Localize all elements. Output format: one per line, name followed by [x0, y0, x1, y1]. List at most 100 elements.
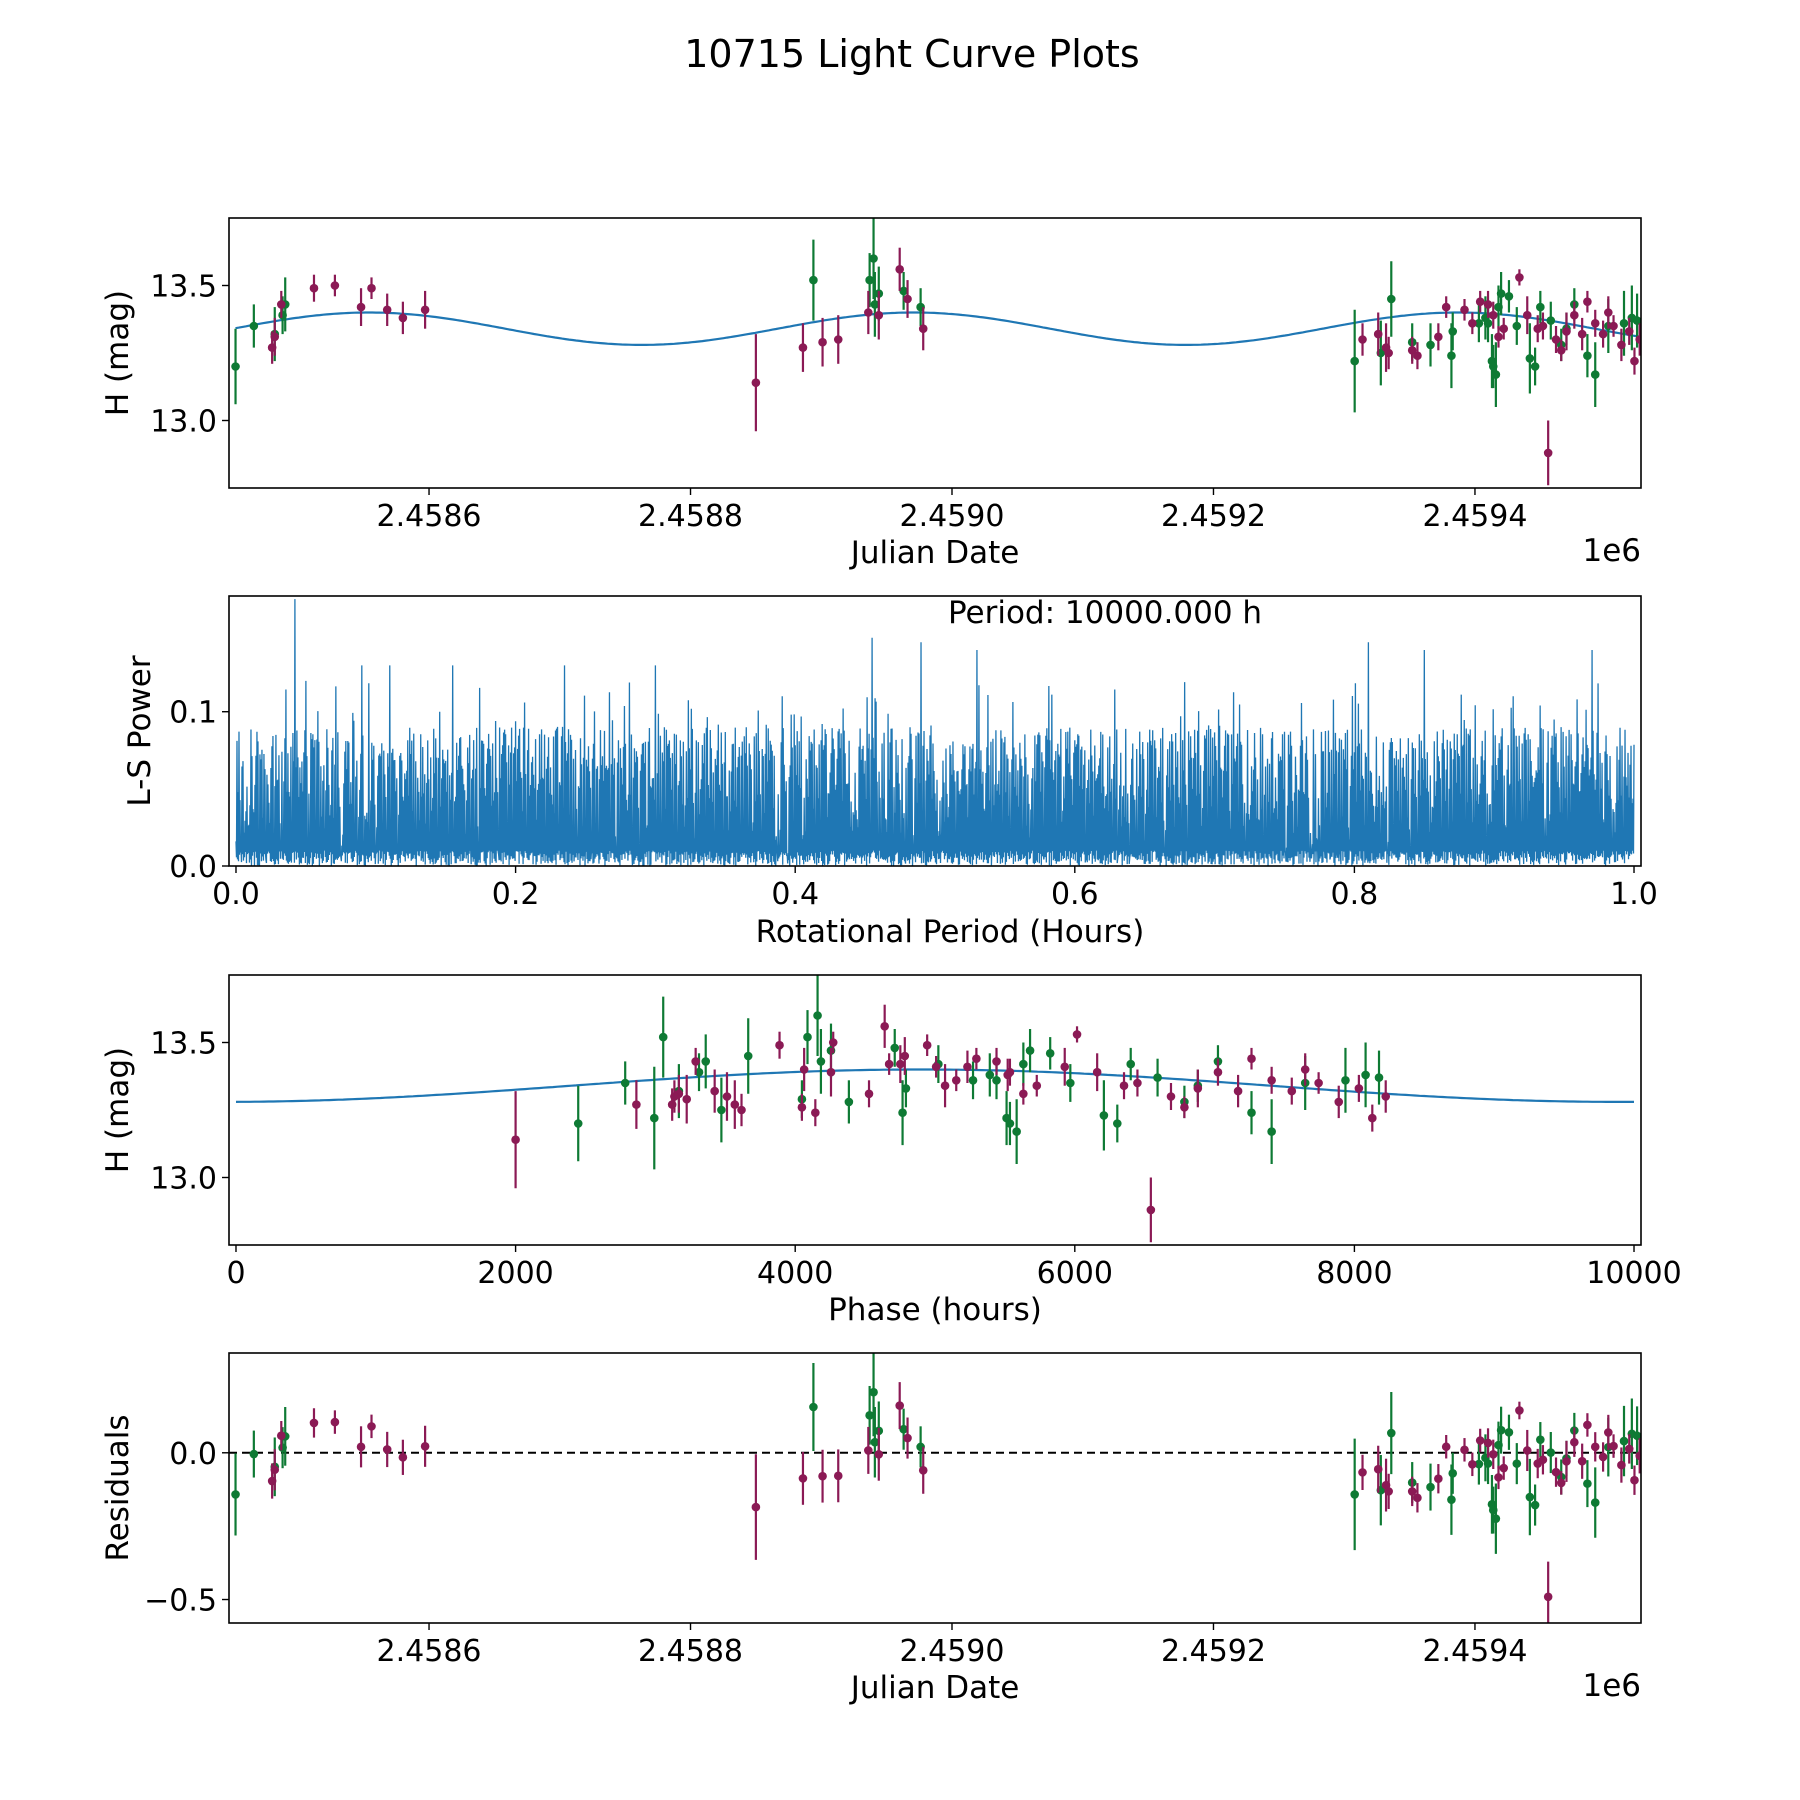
purple-band-point [1635, 335, 1641, 344]
green-band-phased-point [1012, 1127, 1021, 1136]
green-band-point [1536, 302, 1545, 312]
x-tick-label: 4000 [757, 1256, 833, 1291]
x-tick-label: 2.4586 [377, 499, 482, 534]
periodogram-panel: 0.0 0.2 0.4 0.6 0.8 1.0 0.0 0.1 Period: 10000.0… [122, 595, 1658, 950]
purple-band-phased-point [632, 1100, 641, 1109]
green-band-residual-point [1512, 1459, 1522, 1468]
purple-band-residual-point [1468, 1460, 1477, 1469]
periodogram-marks [235, 599, 1635, 866]
purple-band-phased-point [691, 1057, 700, 1066]
purple-band-point [356, 302, 366, 312]
green-band-phased-point [743, 1051, 753, 1061]
green-band-point [1530, 362, 1540, 371]
purple-band-point [751, 378, 761, 388]
purple-band-phased-point [811, 1108, 820, 1117]
x-tick-label: 1.0 [1610, 877, 1658, 912]
green-band-point [1426, 340, 1435, 350]
green-band-point [1512, 321, 1522, 331]
purple-band-point [1483, 300, 1493, 309]
green-band-phased-point [1341, 1076, 1350, 1085]
green-band-point [1590, 370, 1600, 379]
green-band-point [865, 275, 874, 285]
purple-band-residual-point [1407, 1487, 1417, 1496]
purple-band-residual-point [1570, 1437, 1579, 1447]
purple-band-phased-point [884, 1059, 894, 1069]
phased-axes: 0 2000 4000 6000 8000 10000 13.0 13.5 [150, 1027, 1682, 1292]
phased-xlabel: Phase (hours) [828, 1292, 1042, 1328]
green-band-point [1447, 351, 1456, 361]
purple-band-phased-point [1247, 1054, 1256, 1063]
green-band-residual-point [1496, 1425, 1506, 1435]
purple-band-residual-point [330, 1417, 340, 1427]
purple-band-phased-point [992, 1057, 1001, 1066]
green-band-residual-point [1474, 1459, 1484, 1469]
green-band-residual-point [870, 1437, 880, 1447]
purple-band-phased-point [797, 1103, 807, 1112]
purple-band-point [874, 310, 884, 320]
green-band-residual-point [1583, 1479, 1592, 1488]
green-band-residual-point [1447, 1495, 1456, 1504]
purple-band-residual-point [1604, 1428, 1613, 1437]
green-band-residual-point [1590, 1498, 1600, 1507]
x-tick-label: 2.4586 [377, 1634, 482, 1669]
purple-band-phased-point [1146, 1205, 1156, 1215]
purple-band-residual-point [1441, 1442, 1451, 1452]
purple-band-phased-point [737, 1105, 746, 1115]
purple-band-phased-point [1267, 1076, 1276, 1085]
y-tick-label: −0.5 [144, 1584, 217, 1619]
periodogram-ylabel: L-S Power [122, 655, 158, 806]
x-tick-label: 2.4590 [900, 1634, 1005, 1669]
purple-band-point [918, 324, 928, 334]
green-band-point [1583, 351, 1592, 361]
purple-band-residual-point [1598, 1452, 1608, 1462]
green-band-point [869, 254, 878, 263]
lightcurve-ylabel: H (mag) [100, 290, 136, 416]
green-band-residual-point [1619, 1436, 1629, 1446]
green-band-residual-point [1525, 1492, 1535, 1502]
phased-panel: 0 2000 4000 6000 8000 10000 13.0 13.5 Phase (ho… [100, 974, 1682, 1328]
green-band-phased-point [813, 1011, 822, 1020]
purple-band-phased-point [972, 1054, 981, 1063]
purple-band-phased-point [922, 1040, 932, 1050]
purple-band-point [1562, 327, 1571, 336]
purple-band-phased-point [1233, 1086, 1243, 1096]
purple-band-phased-point [1287, 1086, 1297, 1096]
green-band-phased-point [717, 1105, 726, 1115]
purple-band-point [864, 308, 873, 317]
green-band-phased-point [573, 1119, 583, 1128]
purple-band-phased-point [799, 1065, 809, 1074]
purple-band-phased-point [1060, 1062, 1070, 1072]
purple-band-phased-point [900, 1051, 910, 1061]
green-band-residual-point [1448, 1468, 1458, 1478]
green-band-point [1491, 370, 1501, 379]
purple-band-point [1551, 335, 1561, 344]
purple-band-residual-point [1609, 1441, 1618, 1451]
green-band-residual-point [869, 1387, 878, 1397]
x-tick-label: 2.4592 [1161, 499, 1266, 534]
purple-band-phased-point [951, 1076, 961, 1085]
purple-band-phased-point [1119, 1081, 1129, 1090]
purple-band-point [1604, 308, 1613, 317]
green-band-point [1483, 319, 1493, 328]
purple-band-point [1515, 273, 1524, 282]
green-band-phased-point [1066, 1078, 1075, 1088]
purple-band-phased-point [1005, 1067, 1015, 1077]
purple-band-point [1373, 329, 1383, 339]
purple-band-point [1407, 346, 1417, 355]
purple-band-point [1583, 297, 1592, 307]
purple-band-residual-point [1538, 1455, 1548, 1465]
green-band-point [1386, 294, 1396, 304]
green-band-phased-point [1361, 1070, 1370, 1080]
purple-band-point [1522, 310, 1532, 320]
phased-marks [235, 975, 1634, 1243]
purple-band-point [895, 265, 904, 274]
purple-band-residual-point [874, 1449, 884, 1459]
purple-band-phased-point [963, 1062, 972, 1072]
purple-band-point [398, 313, 408, 323]
purple-band-point [1499, 324, 1509, 334]
purple-band-residual-point [1488, 1450, 1498, 1459]
power-line [235, 599, 1635, 866]
green-band-phased-point [1025, 1046, 1035, 1055]
x-tick-label: 0.4 [771, 877, 819, 912]
purple-band-phased-point [1381, 1092, 1391, 1101]
